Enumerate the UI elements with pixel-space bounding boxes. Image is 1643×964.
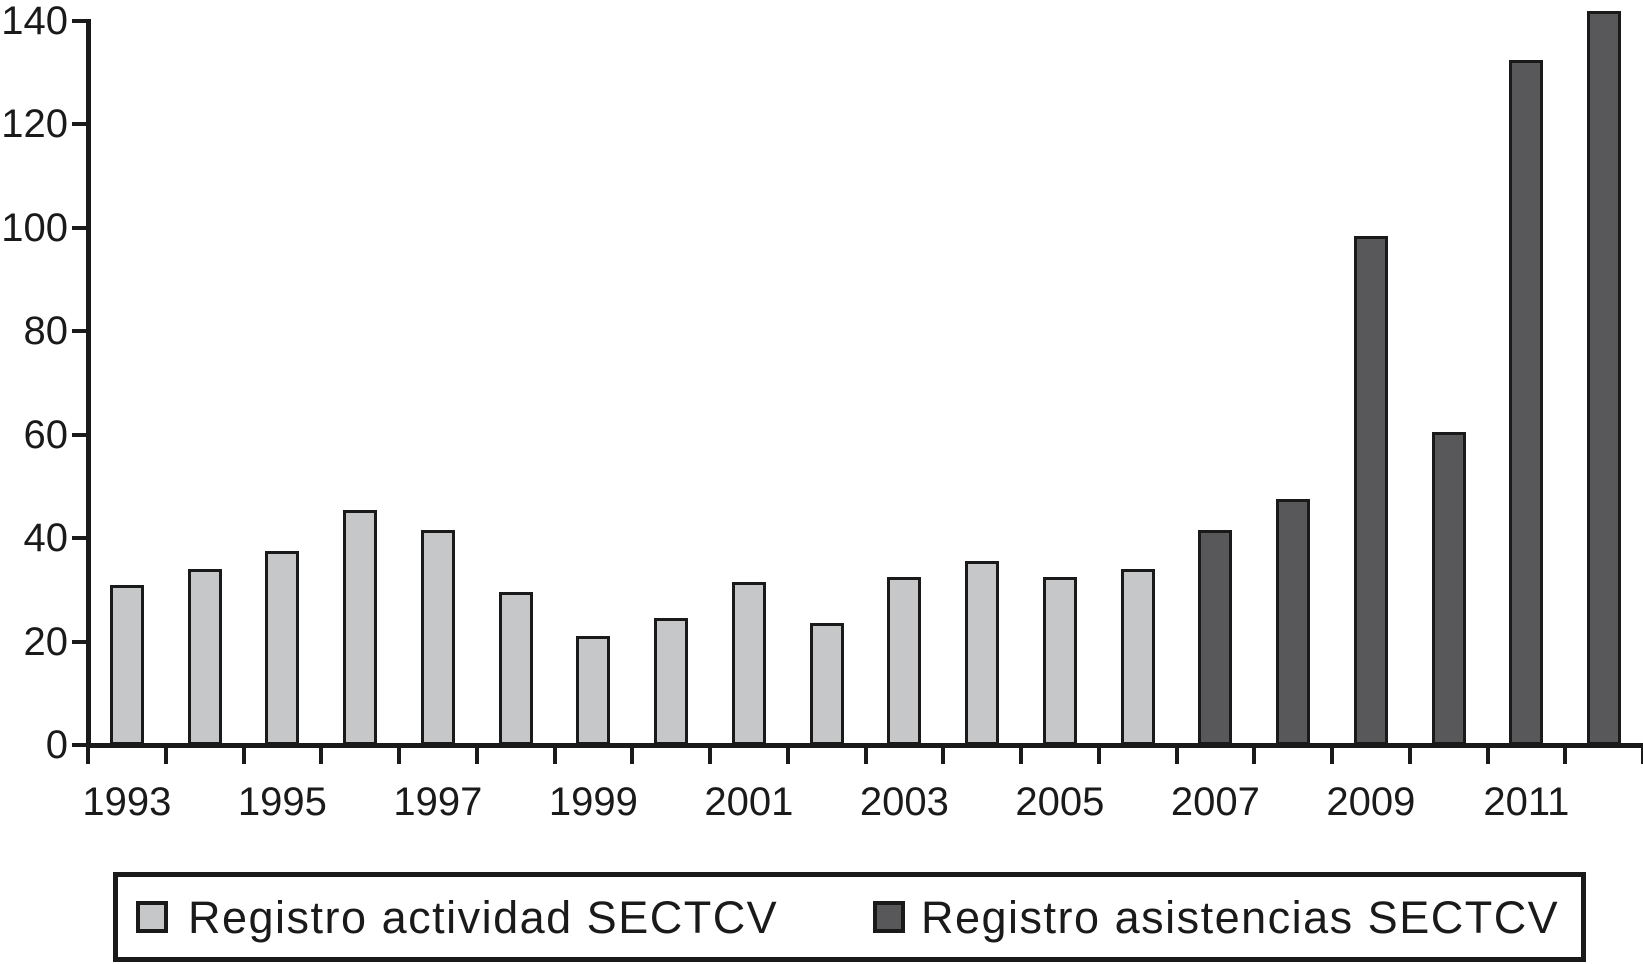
x-tick-label: 2005 — [1015, 780, 1105, 824]
x-tick — [1096, 748, 1101, 764]
bar-2001 — [731, 582, 766, 745]
x-tick — [1252, 748, 1257, 764]
y-tick-label: 100 — [1, 205, 68, 250]
x-tick-label: 1993 — [82, 780, 172, 824]
y-tick-label: 140 — [1, 0, 68, 43]
y-tick — [72, 743, 86, 747]
bar-2005 — [1042, 577, 1077, 745]
x-tick — [1407, 748, 1412, 764]
bar-2004 — [965, 561, 1000, 745]
legend-swatch-asistencias-icon — [873, 901, 905, 933]
x-tick — [785, 748, 790, 764]
x-tick — [708, 748, 712, 764]
x-tick — [319, 748, 324, 764]
x-tick-label: 2001 — [704, 780, 794, 824]
y-tick-label: 0 — [45, 723, 68, 767]
y-tick — [72, 19, 86, 23]
x-axis-line — [86, 743, 1643, 748]
legend-label-actividad: Registro actividad SECTCV — [188, 891, 779, 943]
y-tick — [72, 432, 86, 437]
y-tick — [72, 225, 86, 230]
y-tick-label: 120 — [1, 102, 68, 147]
x-tick-label: 2007 — [1170, 780, 1260, 824]
bar-2012 — [1587, 11, 1622, 745]
y-tick-label: 80 — [23, 309, 69, 354]
x-tick — [474, 748, 479, 764]
bar-1993 — [109, 585, 144, 745]
x-tick — [86, 748, 90, 764]
x-tick-label: 1997 — [393, 780, 483, 824]
bar-2007 — [1198, 530, 1233, 745]
legend-label-asistencias: Registro asistencias SECTCV — [921, 891, 1560, 943]
x-tick — [1563, 748, 1568, 764]
y-tick-label: 40 — [23, 516, 69, 561]
x-tick-label: 1995 — [237, 780, 327, 824]
legend-swatch-actividad-icon — [136, 901, 168, 933]
bar-1994 — [187, 569, 222, 745]
legend-item-actividad: Registro actividad SECTCV — [136, 895, 873, 940]
bar-1996 — [343, 510, 378, 745]
bar-2002 — [809, 623, 844, 745]
bar-1995 — [265, 551, 300, 745]
bar-1999 — [576, 636, 611, 745]
bar-2011 — [1509, 60, 1544, 745]
bar-2003 — [887, 577, 922, 745]
y-tick — [72, 639, 86, 644]
bar-1997 — [420, 530, 455, 745]
legend-item-asistencias: Registro asistencias SECTCV — [873, 895, 1559, 940]
bar-2000 — [654, 618, 689, 745]
x-tick-label: 2003 — [859, 780, 949, 824]
y-tick — [72, 122, 86, 127]
x-tick — [552, 748, 557, 764]
x-tick — [1019, 748, 1023, 764]
x-tick — [1330, 748, 1334, 764]
bar-1998 — [498, 592, 533, 745]
y-tick — [72, 329, 86, 334]
bar-2006 — [1120, 569, 1155, 745]
x-tick-label: 2009 — [1326, 780, 1416, 824]
x-tick — [863, 748, 868, 764]
x-tick-label: 2011 — [1483, 780, 1570, 824]
bar-2010 — [1431, 432, 1466, 745]
bar-2009 — [1353, 236, 1388, 745]
x-tick — [241, 748, 246, 764]
x-tick — [163, 748, 168, 764]
x-tick — [630, 748, 635, 764]
y-tick-label: 20 — [23, 619, 69, 664]
y-axis-line — [86, 19, 91, 748]
y-tick-label: 60 — [23, 412, 69, 457]
x-tick — [1641, 748, 1643, 764]
x-tick — [941, 748, 946, 764]
bar-2008 — [1276, 499, 1311, 745]
x-tick — [1485, 748, 1490, 764]
y-tick — [72, 536, 86, 541]
x-tick — [1174, 748, 1179, 764]
x-tick — [397, 748, 401, 764]
legend: Registro actividad SECTCV Registro asist… — [113, 872, 1586, 962]
x-tick-label: 1999 — [548, 780, 638, 824]
